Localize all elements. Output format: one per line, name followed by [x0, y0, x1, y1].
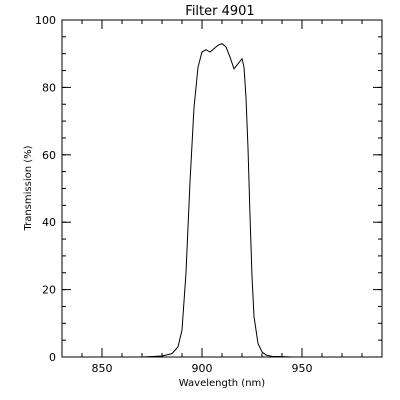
x-tick-label: 900 [192, 362, 213, 375]
y-tick-label: 100 [35, 14, 56, 27]
y-tick-label: 80 [42, 81, 56, 94]
plot-frame [61, 19, 383, 358]
x-axis-label: Wavelength (nm) [179, 378, 265, 389]
axis-ticks [61, 19, 383, 358]
y-tick-label: 0 [49, 351, 56, 364]
x-tick-label: 950 [292, 362, 313, 375]
x-tick-label: 850 [92, 362, 113, 375]
tick-labels: 850 900 950 0 20 40 60 80 100 [35, 14, 313, 375]
chart-title: Filter 4901 [185, 4, 254, 19]
y-tick-label: 60 [42, 149, 56, 162]
transmission-curve [141, 43, 293, 358]
y-axis-label: Transmission (%) [23, 145, 34, 231]
y-tick-label: 20 [42, 284, 56, 297]
y-tick-label: 40 [42, 216, 56, 229]
